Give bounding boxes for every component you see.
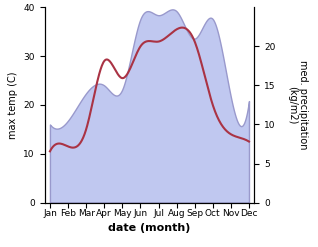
- Y-axis label: max temp (C): max temp (C): [8, 71, 18, 139]
- X-axis label: date (month): date (month): [108, 223, 191, 233]
- Y-axis label: med. precipitation
(kg/m2): med. precipitation (kg/m2): [287, 60, 308, 150]
